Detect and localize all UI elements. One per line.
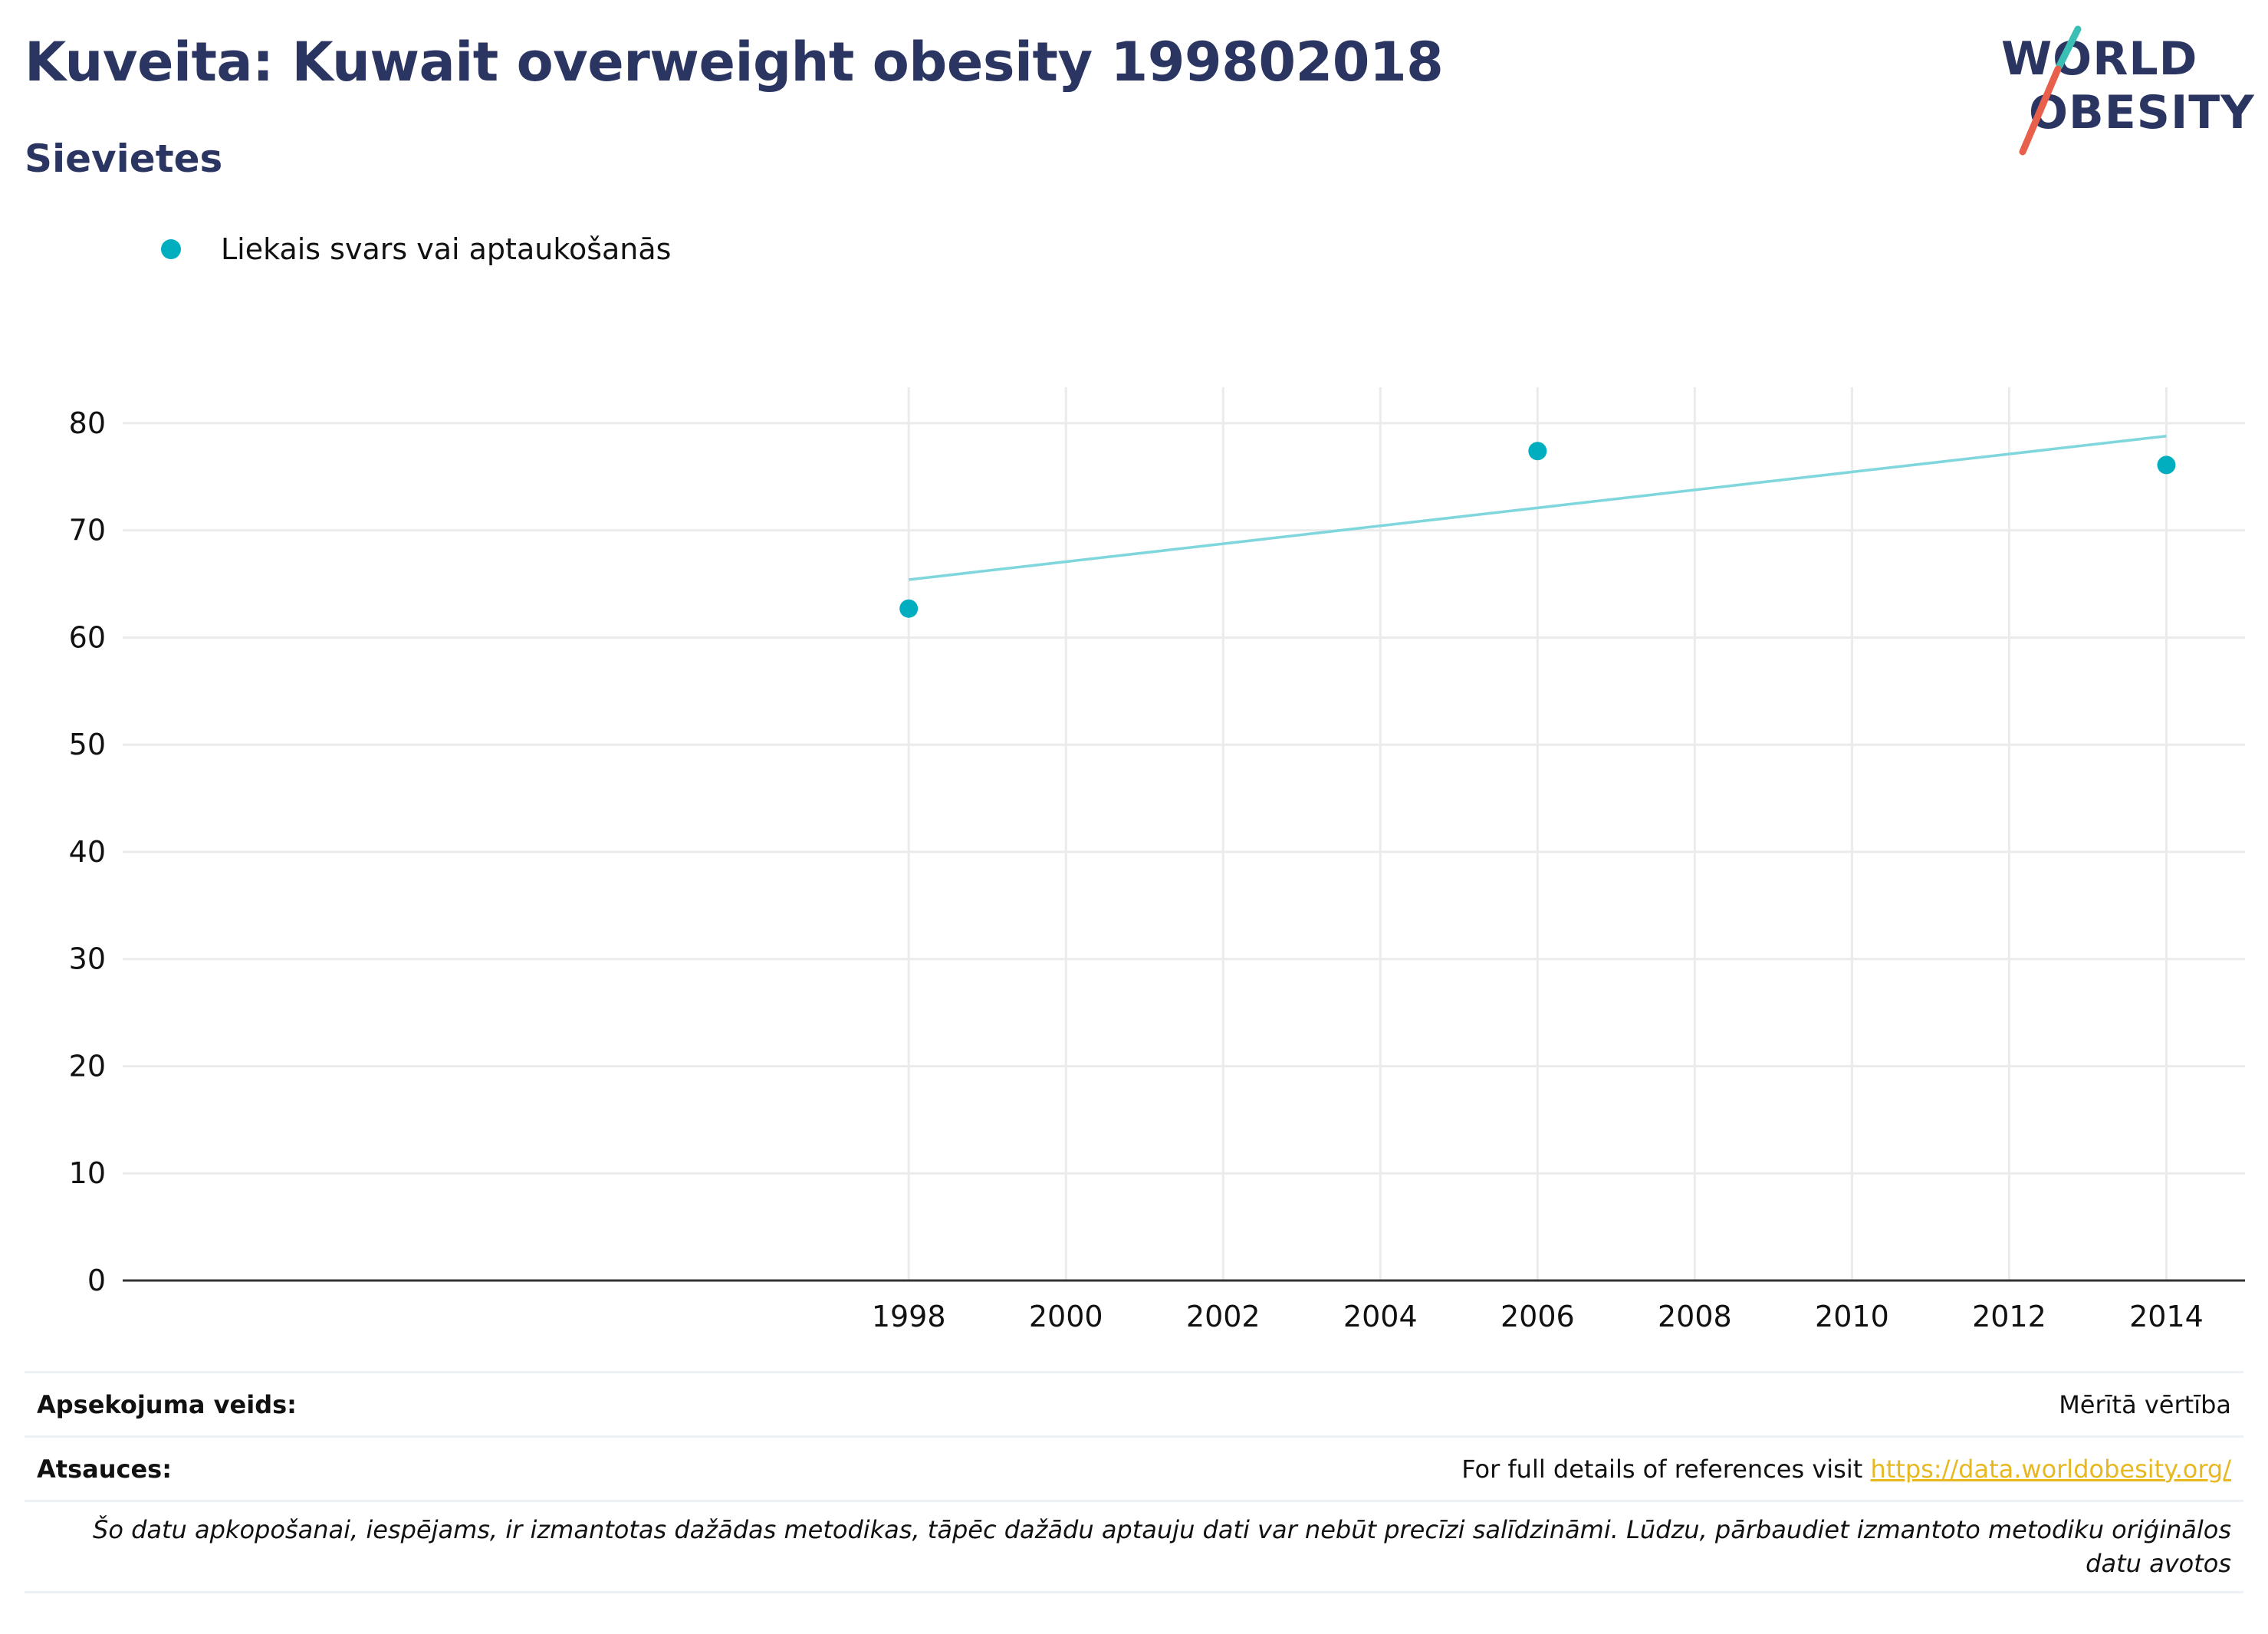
x-tick-label: 2008: [1658, 1300, 1732, 1333]
legend-label: Liekais svars vai aptaukošanās: [221, 232, 672, 266]
data-point: [899, 599, 919, 618]
info-row-references: Atsauces: For full details of references…: [25, 1435, 2243, 1501]
logo-slash-teal: [2056, 25, 2082, 70]
chart-plot-area: 0 10 20 30 40 50 60 70 80 1998 2000 2002 2004 2006 200…: [69, 387, 2245, 1333]
y-tick-label: 20: [69, 1049, 106, 1083]
data-point: [1528, 442, 1547, 461]
references-value: For full details of references visit htt…: [610, 1435, 2243, 1501]
x-tick-label: 1998: [872, 1300, 946, 1333]
y-tick-label: 60: [69, 620, 106, 654]
x-tick-label: 2014: [2129, 1300, 2204, 1333]
x-tick-label: 2012: [1972, 1300, 2046, 1333]
logo-slash-red: [2019, 65, 2062, 156]
y-tick-label: 10: [69, 1156, 106, 1190]
logo-slash-icon: [2019, 25, 2082, 156]
x-tick-label: 2006: [1500, 1300, 1575, 1333]
legend-marker: [161, 239, 181, 259]
y-tick-label: 30: [69, 942, 106, 976]
y-tick-label: 50: [69, 728, 106, 761]
info-row-note: Šo datu apkopošanai, iespējams, ir izman…: [25, 1500, 2243, 1593]
trendline: [908, 434, 2167, 581]
data-point: [2157, 455, 2176, 475]
world-obesity-logo: WORLD OBESITY: [2001, 23, 2254, 161]
y-tick-label: 0: [87, 1264, 106, 1297]
references-label: Atsauces:: [25, 1435, 610, 1501]
logo-word-world: WORLD: [2001, 32, 2198, 86]
x-tick-label: 2004: [1343, 1300, 1418, 1333]
x-tick-label: 2000: [1029, 1300, 1103, 1333]
x-tick-label: 2010: [1815, 1300, 1889, 1333]
x-tick-label: 2002: [1186, 1300, 1261, 1333]
references-text: For full details of references visit: [1461, 1454, 1871, 1484]
info-row-survey: Apsekojuma veids: Mērītā vērtība: [25, 1371, 2243, 1437]
y-tick-label: 80: [69, 406, 106, 440]
chart-legend[interactable]: Liekais svars vai aptaukošanās: [161, 230, 671, 268]
info-table: Apsekojuma veids: Mērītā vērtība Atsauce…: [25, 1371, 2243, 1593]
references-link[interactable]: https://data.worldobesity.org/: [1870, 1454, 2231, 1484]
methodology-note: Šo datu apkopošanai, iespējams, ir izman…: [25, 1500, 2243, 1593]
y-tick-label: 40: [69, 835, 106, 869]
chart-subtitle: Sievietes: [25, 136, 223, 181]
chart-title: Kuveita: Kuwait overweight obesity 19980…: [25, 31, 1444, 94]
logo-word-obesity: OBESITY: [2029, 86, 2255, 140]
survey-type-label: Apsekojuma veids:: [25, 1371, 610, 1437]
survey-type-value: Mērītā vērtība: [610, 1371, 2243, 1437]
y-tick-label: 70: [69, 514, 106, 547]
